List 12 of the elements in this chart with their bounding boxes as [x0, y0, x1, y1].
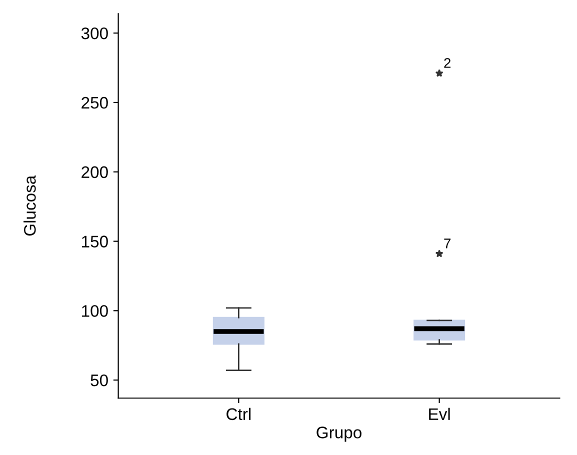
annotation: 7 [444, 238, 450, 248]
y-tick-label: 50 [90, 374, 108, 386]
y-axis-title: Glucosa [24, 175, 36, 236]
y-tick-label: 300 [81, 27, 108, 40]
x-tick-label: Evl [429, 408, 450, 420]
x-axis-title: Grupo [316, 426, 362, 442]
y-tick-label: 150 [82, 236, 108, 248]
y-tick-label: 200 [82, 166, 108, 178]
annotation: 2 [444, 58, 450, 68]
x-tick-label: Ctrl [226, 408, 251, 420]
y-tick-label: 100 [82, 305, 108, 317]
y-tick-label: 250 [82, 96, 108, 109]
